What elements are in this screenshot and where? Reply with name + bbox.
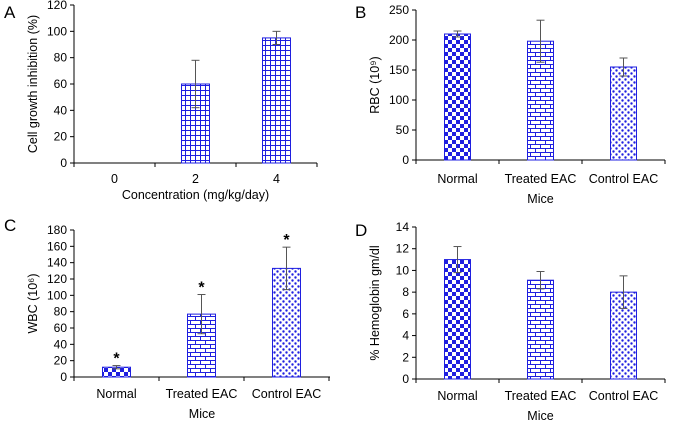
y-tick-label: 180 bbox=[47, 223, 67, 237]
y-tick-label: 4 bbox=[402, 329, 409, 343]
y-tick-label: 0 bbox=[402, 153, 409, 167]
y-tick-label: 100 bbox=[389, 93, 409, 107]
y-tick-label: 120 bbox=[47, 272, 67, 286]
chart-rbc: 0 50 100 150 200 250 Normal Treated EAC Control … bbox=[368, 3, 666, 206]
bar-3-0 bbox=[444, 259, 471, 380]
chart-wbc: 0 20 40 60 80 100 120 140 160 180 * Normal * Treated … bbox=[26, 223, 330, 421]
y-tick-label: 0 bbox=[60, 156, 67, 170]
y-tick-label: 20 bbox=[54, 354, 68, 368]
chart-hemoglobin: 0 2 4 6 8 10 12 14 Normal Treated EAC Control EAC%… bbox=[368, 220, 666, 423]
x-axis-label: Mice bbox=[189, 407, 215, 421]
significance-marker: * bbox=[113, 351, 120, 368]
chart-cell-growth-inhibition: 0 20 40 60 80 100 120 0 2 4 Cell growth inhibition… bbox=[26, 0, 318, 202]
y-tick-label: 6 bbox=[402, 307, 409, 321]
y-tick-label: 12 bbox=[396, 242, 410, 256]
y-tick-label: 250 bbox=[389, 3, 409, 17]
y-tick-label: 10 bbox=[396, 263, 410, 277]
y-tick-label: 200 bbox=[389, 33, 409, 47]
panel-letter-d: D bbox=[355, 221, 367, 240]
x-category-label: Treated EAC bbox=[166, 387, 238, 401]
y-tick-label: 20 bbox=[54, 130, 68, 144]
y-axis-label: RBC (10⁹) bbox=[368, 56, 382, 113]
bar-1-0 bbox=[444, 33, 471, 161]
x-category-label: Control EAC bbox=[589, 389, 658, 403]
x-category-label: 2 bbox=[192, 172, 199, 186]
x-axis-label: Mice bbox=[527, 409, 553, 423]
panel-letter-a: A bbox=[4, 3, 16, 22]
y-tick-label: 80 bbox=[54, 51, 68, 65]
y-tick-label: 60 bbox=[54, 321, 68, 335]
y-tick-label: 140 bbox=[47, 256, 67, 270]
x-category-label: 4 bbox=[273, 172, 280, 186]
y-tick-label: 160 bbox=[47, 239, 67, 253]
bar-0-2 bbox=[262, 37, 291, 164]
y-tick-label: 100 bbox=[47, 24, 67, 38]
x-category-label: Normal bbox=[437, 172, 477, 186]
panel-letter-c: C bbox=[4, 216, 16, 235]
y-tick-label: 0 bbox=[60, 370, 67, 384]
bar-0-1 bbox=[181, 83, 210, 164]
y-tick-label: 8 bbox=[402, 285, 409, 299]
significance-marker: * bbox=[198, 280, 205, 297]
x-category-label: Treated EAC bbox=[505, 172, 577, 186]
bar-1-2 bbox=[610, 66, 637, 161]
y-tick-label: 2 bbox=[402, 350, 409, 364]
x-category-label: Treated EAC bbox=[505, 389, 577, 403]
y-tick-label: 80 bbox=[54, 305, 68, 319]
bar-3-1 bbox=[527, 279, 554, 380]
x-axis-label: Mice bbox=[527, 192, 553, 206]
x-category-label: Normal bbox=[96, 387, 136, 401]
y-tick-label: 14 bbox=[396, 220, 410, 234]
y-tick-label: 120 bbox=[47, 0, 67, 12]
x-axis-label: Concentration (mg/kg/day) bbox=[122, 188, 269, 202]
x-category-label: Control EAC bbox=[252, 387, 321, 401]
y-axis-label: % Hemoglobin gm/dl bbox=[368, 245, 382, 360]
y-tick-label: 60 bbox=[54, 77, 68, 91]
y-axis-label: Cell growth inhibition (%) bbox=[26, 15, 40, 153]
bar-2-1 bbox=[187, 313, 216, 378]
panel-letter-b: B bbox=[355, 3, 366, 22]
y-tick-label: 50 bbox=[396, 123, 410, 137]
y-tick-label: 40 bbox=[54, 103, 68, 117]
y-tick-label: 100 bbox=[47, 288, 67, 302]
x-category-label: Control EAC bbox=[589, 172, 658, 186]
y-axis-label: WBC (10⁶) bbox=[26, 273, 40, 333]
y-tick-label: 0 bbox=[402, 372, 409, 386]
x-category-label: Normal bbox=[437, 389, 477, 403]
x-category-label: 0 bbox=[111, 172, 118, 186]
y-tick-label: 150 bbox=[389, 63, 409, 77]
y-tick-label: 40 bbox=[54, 337, 68, 351]
significance-marker: * bbox=[283, 232, 290, 249]
